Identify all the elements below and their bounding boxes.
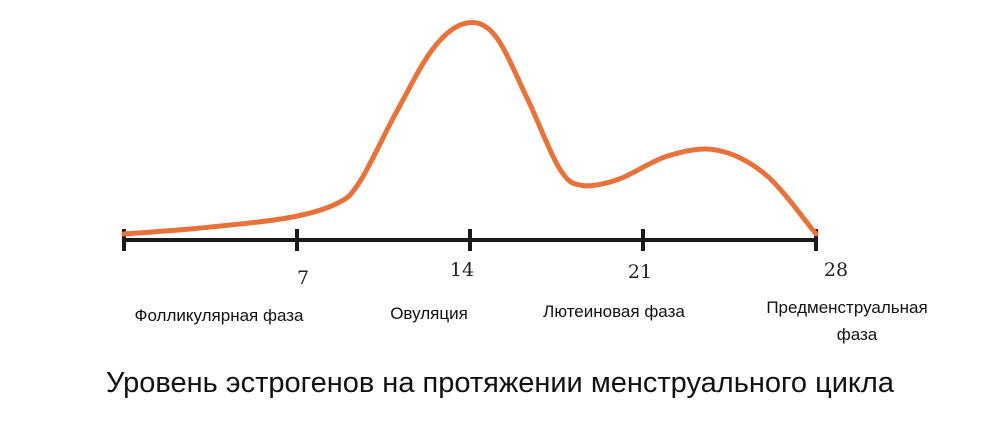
phase-label-4: Предменструальная фаза [766, 298, 927, 344]
phase-labels: Фолликулярная фаза Овуляция Лютеиновая фаз… [135, 298, 928, 344]
phase-label-1: Фолликулярная фаза [135, 306, 304, 325]
tick-label-21: 21 [628, 261, 652, 283]
series-layer [121, 20, 819, 237]
estrogen-curve-0 [121, 20, 819, 237]
tick-label-14: 14 [450, 259, 474, 281]
phase-label-3: Лютеиновая фаза [543, 302, 685, 321]
chart-title: Уровень эстрогенов на протяжении менстру… [106, 367, 895, 399]
tick-label-28: 28 [824, 259, 848, 281]
x-axis [122, 229, 818, 251]
phase-label-2: Овуляция [390, 304, 468, 323]
tick-labels: 7 14 21 28 [297, 259, 848, 289]
tick-label-7: 7 [297, 267, 309, 289]
